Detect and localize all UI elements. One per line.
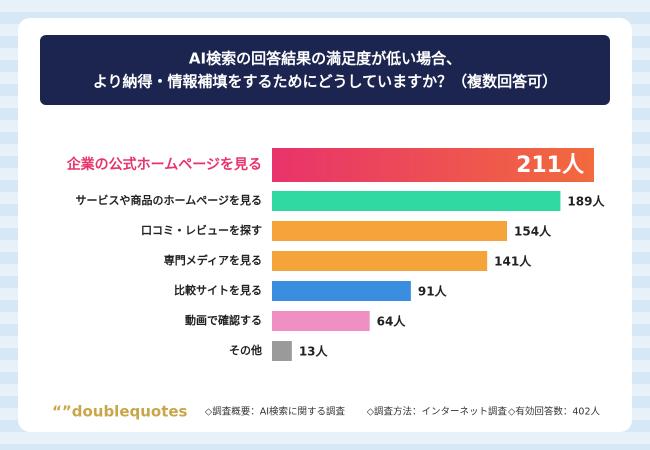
bar	[272, 191, 561, 211]
footnote: ◇調査方法：インターネット調査	[367, 406, 508, 418]
category-label: その他	[229, 343, 262, 357]
footnote: ◇有効回答数：402人	[508, 406, 600, 418]
bar	[272, 221, 508, 241]
category-label: 比較サイトを見る	[174, 283, 262, 297]
value-label: 91人	[418, 284, 448, 299]
category-label: 口コミ・レビューを探す	[141, 223, 262, 237]
value-label: 141人	[494, 254, 532, 269]
value-label: 211人	[516, 153, 584, 178]
category-label: 専門メディアを見る	[164, 253, 262, 267]
bar	[272, 311, 370, 331]
category-label: サービスや商品のホームページを見る	[76, 193, 262, 207]
footnote: ◇調査概要：AI検索に関する調査	[205, 406, 346, 418]
bar	[272, 148, 594, 182]
category-label: 企業の公式ホームページを見る	[66, 156, 262, 173]
bar	[272, 341, 292, 361]
value-label: 154人	[514, 224, 552, 239]
chart-title: より納得・情報補填をするためにどうしていますか？（複数回答可）	[93, 73, 557, 91]
value-label: 13人	[299, 344, 329, 359]
value-label: 64人	[377, 314, 407, 329]
bar	[272, 251, 488, 271]
bar	[272, 281, 411, 301]
value-label: 189人	[567, 194, 605, 209]
category-label: 動画で確認する	[185, 313, 262, 327]
title-box	[40, 35, 610, 105]
logo: “”doublequotes	[52, 403, 188, 421]
chart-title: AI検索の回答結果の満足度が低い場合、	[189, 50, 461, 68]
